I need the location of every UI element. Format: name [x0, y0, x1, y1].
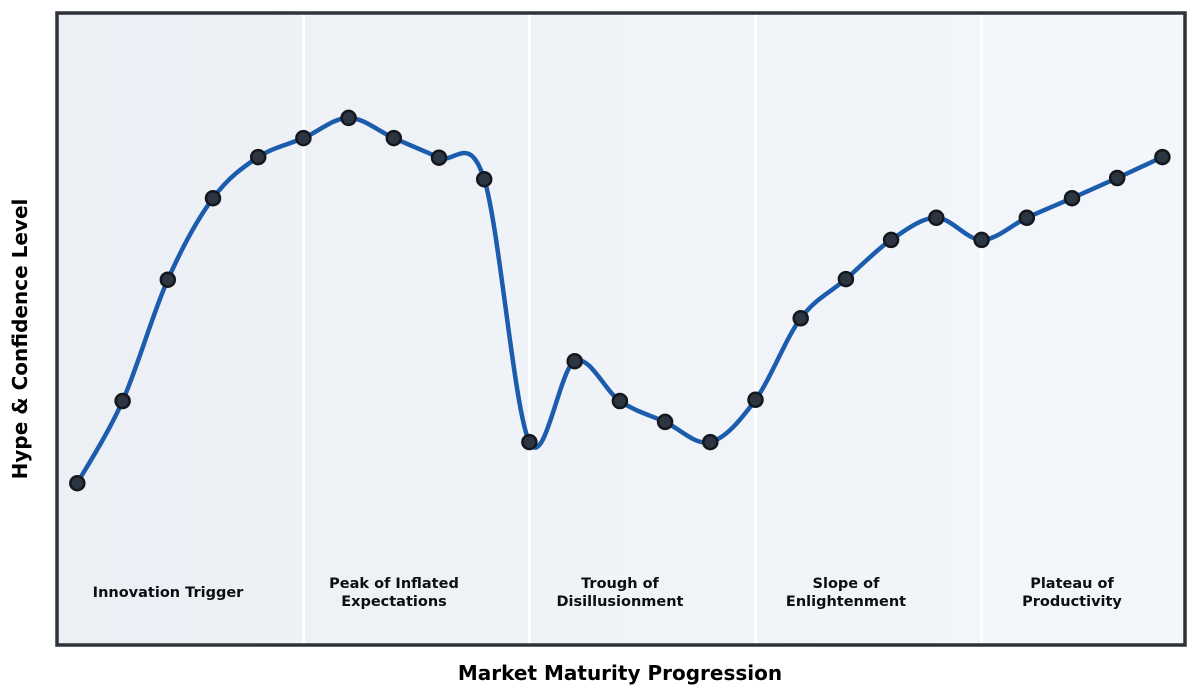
data-point-marker: [295, 129, 312, 147]
data-point-marker: [1154, 148, 1171, 166]
x-axis-label: Market Maturity Progression: [457, 661, 783, 685]
data-point-marker: [792, 310, 809, 327]
data-point-marker: [611, 392, 629, 410]
data-point-marker: [159, 271, 177, 288]
data-point-marker: [702, 433, 719, 451]
data-point-marker: [1108, 169, 1126, 187]
data-point-marker: [882, 231, 900, 249]
y-axis-label: Hype & Confidence Level: [8, 198, 32, 480]
data-point-marker: [837, 270, 855, 288]
data-point-marker: [475, 170, 493, 188]
data-point-marker: [656, 413, 674, 431]
data-point-marker: [1018, 209, 1036, 227]
data-point-marker: [114, 392, 131, 410]
plot-border: [55, 11, 1187, 647]
data-point-marker: [385, 129, 403, 147]
data-point-marker: [928, 209, 945, 227]
data-point-marker: [249, 148, 267, 166]
data-point-marker: [1063, 189, 1081, 207]
data-point-marker: [747, 391, 764, 409]
plot-background: [57, 13, 1185, 645]
data-point-marker: [340, 109, 357, 127]
data-point-marker: [430, 149, 448, 166]
data-point-marker: [521, 433, 538, 451]
data-point-marker: [973, 231, 990, 249]
data-point-marker: [566, 352, 583, 370]
data-point-marker: [69, 474, 86, 492]
data-point-marker: [204, 189, 222, 207]
